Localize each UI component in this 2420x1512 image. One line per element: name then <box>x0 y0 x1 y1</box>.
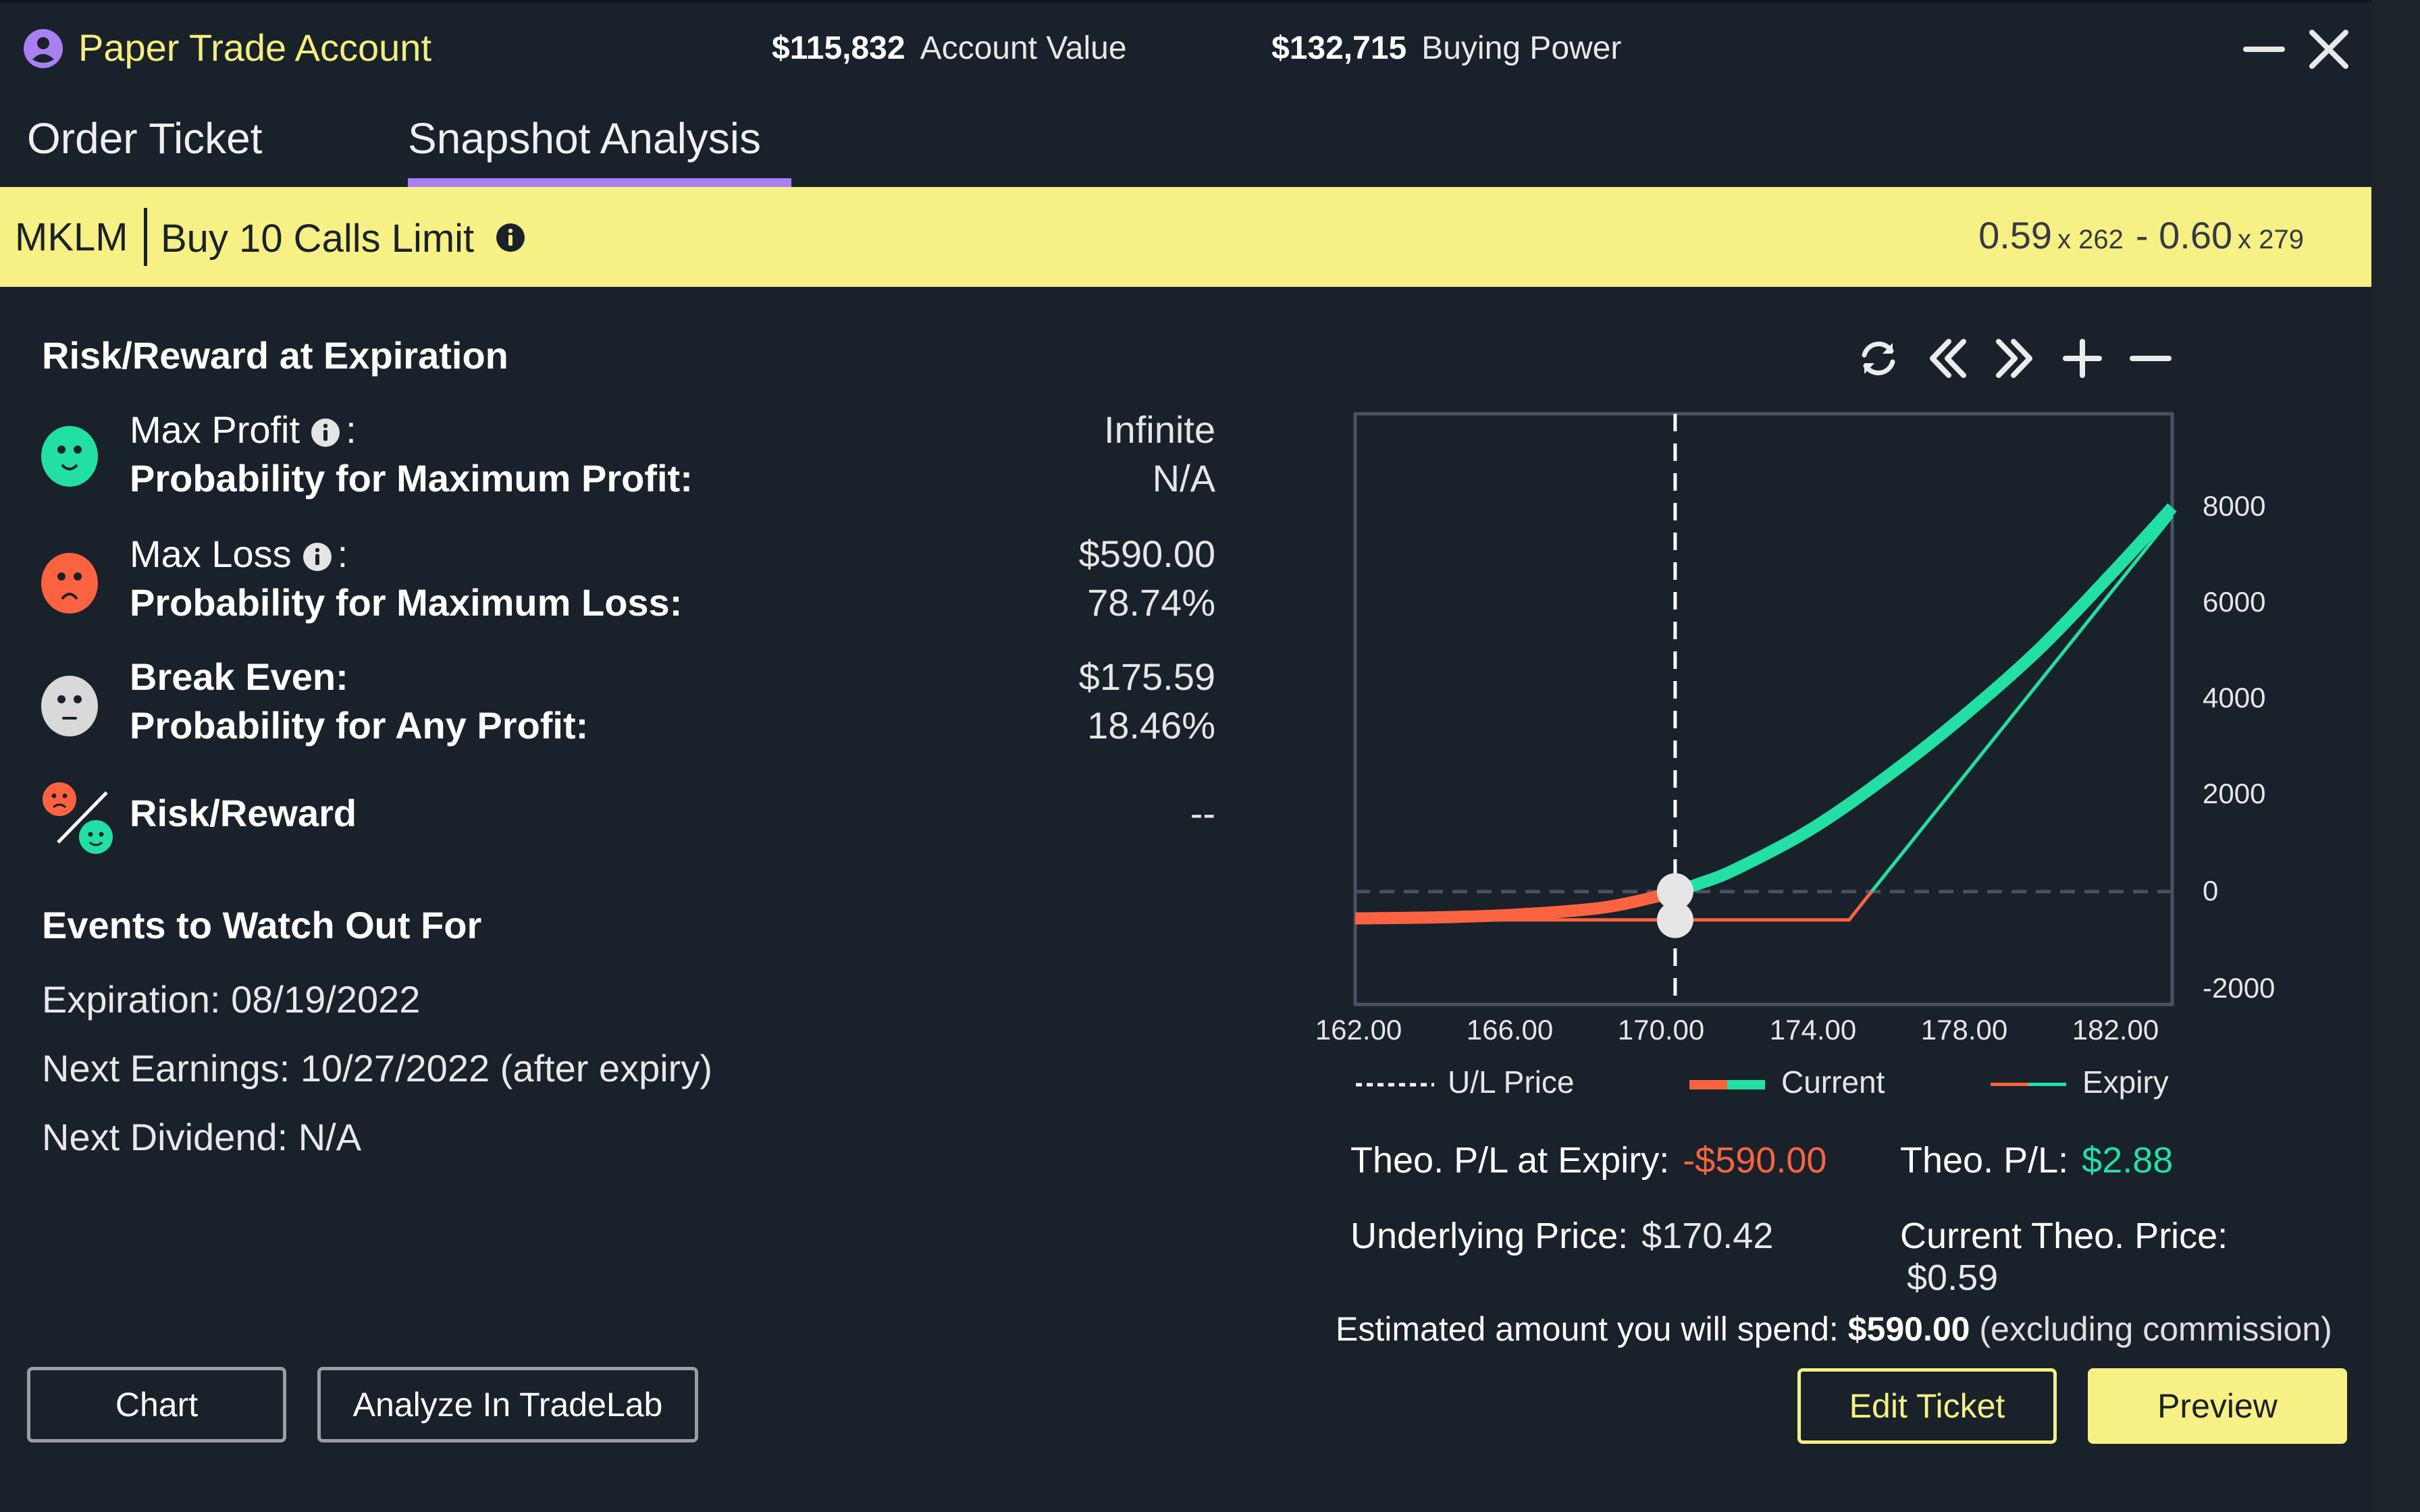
underlying-price-value: $170.42 <box>1641 1216 1774 1256</box>
y-tick: -2000 <box>2203 972 2276 1004</box>
x-tick: 178.00 <box>1920 1014 2008 1046</box>
chart-button[interactable]: Chart <box>27 1367 286 1442</box>
buying-power-amount: $132,715 <box>1271 30 1407 66</box>
y-tick: 0 <box>2203 875 2219 907</box>
event-next-dividend: Next Dividend: N/A <box>42 1116 362 1158</box>
prob-max-profit-value: N/A <box>1152 457 1215 500</box>
plus-icon[interactable] <box>2059 335 2106 382</box>
price-marker[interactable] <box>1656 901 1693 938</box>
ask-price: 0.60 <box>2159 214 2233 256</box>
y-tick: 4000 <box>2203 682 2266 713</box>
thick-line-swatch-icon <box>1689 1079 1765 1089</box>
ask-size: x 279 <box>2238 225 2304 254</box>
order-summary-bar <box>0 187 2371 287</box>
event-expiration: Expiration: 08/19/2022 <box>42 978 421 1021</box>
minimize-icon[interactable] <box>2240 26 2288 73</box>
chart-frame <box>1353 412 2174 1006</box>
background-strip <box>2371 0 2420 1512</box>
quote-separator: - <box>2135 214 2149 256</box>
x-tick: 166.00 <box>1466 1014 1554 1046</box>
tab-order-ticket[interactable]: Order Ticket <box>27 114 263 163</box>
thin-line-swatch-icon <box>1991 1082 2066 1086</box>
legend-ul-price[interactable]: U/L Price <box>1356 1064 1574 1100</box>
close-icon[interactable] <box>2305 26 2352 73</box>
info-icon[interactable] <box>496 223 525 252</box>
break-even-label: Break Even: <box>130 655 348 698</box>
estimated-spend: Estimated amount you will spend: $590.00… <box>1336 1310 2332 1348</box>
prob-any-profit-value: 18.46% <box>1087 704 1215 747</box>
risk-reward-value: -- <box>1190 792 1215 834</box>
expiry-profit-line <box>1870 514 2174 893</box>
x-tick: 162.00 <box>1315 1014 1402 1046</box>
x-tick: 174.00 <box>1769 1014 1857 1046</box>
preview-button[interactable]: Preview <box>2088 1368 2347 1444</box>
current-loss-line <box>1354 886 1677 925</box>
buying-power: $132,715 Buying Power <box>1271 30 1621 67</box>
bid-ask-quote: 0.59 x 262- 0.60 x 279 <box>1978 213 2316 257</box>
theo-pl: Theo. P/L: $2.88 <box>1900 1140 2174 1181</box>
happy-face-icon <box>41 426 98 487</box>
chevrons-right-icon[interactable] <box>1991 335 2038 382</box>
pl-chart[interactable] <box>1350 409 2177 1010</box>
max-loss-value: $590.00 <box>1078 533 1215 575</box>
prob-max-loss-label: Probability for Maximum Loss: <box>130 581 683 624</box>
info-icon[interactable] <box>311 418 340 448</box>
max-profit-value: Infinite <box>1104 408 1215 451</box>
user-circle-icon <box>24 29 63 68</box>
bid-price: 0.59 <box>1978 214 2053 256</box>
prob-max-loss-value: 78.74% <box>1087 581 1215 624</box>
risk-reward-title: Risk/Reward at Expiration <box>42 334 508 377</box>
y-tick: 8000 <box>2203 490 2266 522</box>
current-theo-price-value: $0.59 <box>1907 1258 1999 1298</box>
bid-size: x 262 <box>2057 225 2124 254</box>
symbol-divider <box>144 208 147 266</box>
y-tick: 6000 <box>2203 586 2266 618</box>
theo-pl-expiry: Theo. P/L at Expiry: -$590.00 <box>1350 1140 1827 1181</box>
events-title: Events to Watch Out For <box>42 904 482 946</box>
prob-max-profit-label: Probability for Maximum Profit: <box>130 457 693 500</box>
edit-ticket-button[interactable]: Edit Ticket <box>1797 1368 2057 1444</box>
window-top-edge <box>0 0 2371 3</box>
active-tab-indicator <box>408 178 791 187</box>
price-marker[interactable] <box>1656 873 1693 910</box>
x-tick: 170.00 <box>1617 1014 1705 1046</box>
underlying-price: Underlying Price: $170.42 <box>1350 1216 1774 1256</box>
refresh-icon[interactable] <box>1855 335 1902 382</box>
sad-face-icon <box>41 553 98 614</box>
risk-reward-ratio-icon <box>43 782 113 854</box>
max-loss-label: Max Loss: <box>130 533 348 575</box>
y-tick: 2000 <box>2203 778 2266 809</box>
analyze-tradelab-button[interactable]: Analyze In TradeLab <box>317 1367 698 1442</box>
chevrons-left-icon[interactable] <box>1924 335 1972 382</box>
info-icon[interactable] <box>302 542 332 572</box>
current-profit-line <box>1667 503 2177 898</box>
max-profit-label: Max Profit: <box>130 408 357 451</box>
theo-pl-value: $2.88 <box>2082 1140 2174 1181</box>
account-name[interactable]: Paper Trade Account <box>78 26 432 69</box>
order-description: Buy 10 Calls Limit <box>161 217 475 261</box>
event-next-earnings: Next Earnings: 10/27/2022 (after expiry) <box>42 1047 712 1089</box>
tab-snapshot-analysis[interactable]: Snapshot Analysis <box>408 114 761 163</box>
x-tick: 182.00 <box>2072 1014 2159 1046</box>
dotted-line-icon <box>1356 1083 1434 1087</box>
legend-current[interactable]: Current <box>1689 1064 1885 1100</box>
estimated-spend-amount: $590.00 <box>1847 1310 1970 1348</box>
theo-pl-expiry-value: -$590.00 <box>1683 1140 1827 1181</box>
current-theo-price-label: Current Theo. Price: <box>1900 1216 2228 1256</box>
neutral-face-icon <box>41 676 98 736</box>
legend-expiry[interactable]: Expiry <box>1991 1064 2169 1100</box>
account-value-amount: $115,832 <box>772 30 905 66</box>
account-value-label: Account Value <box>920 30 1127 66</box>
prob-any-profit-label: Probability for Any Profit: <box>130 704 589 747</box>
account-value: $115,832 Account Value <box>772 30 1127 67</box>
buying-power-label: Buying Power <box>1421 30 1622 66</box>
order-symbol: MKLM <box>15 215 128 259</box>
break-even-value: $175.59 <box>1078 655 1215 698</box>
minus-icon[interactable] <box>2127 335 2174 382</box>
risk-reward-label: Risk/Reward <box>130 792 357 834</box>
